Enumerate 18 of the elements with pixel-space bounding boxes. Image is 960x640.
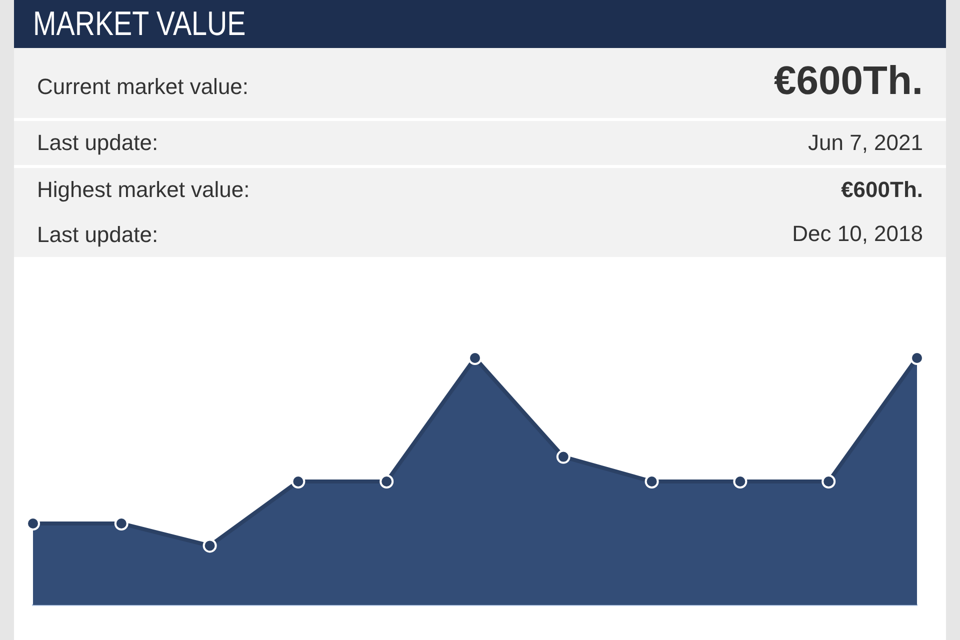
point bbox=[202, 538, 217, 553]
point bbox=[380, 474, 394, 488]
text: Dec 10, 2018 bbox=[792, 221, 923, 248]
text: Current market value: bbox=[37, 74, 249, 100]
chart-title: MARKET VALUE bbox=[33, 5, 246, 43]
text: Jun 7, 2021 bbox=[808, 130, 923, 156]
text: Highest market value: bbox=[37, 177, 250, 203]
point bbox=[291, 474, 306, 488]
point bbox=[556, 450, 570, 464]
text: €600Th. bbox=[774, 59, 923, 104]
text: €600Th. bbox=[841, 176, 923, 203]
point bbox=[910, 351, 924, 365]
point bbox=[822, 474, 836, 488]
point bbox=[733, 474, 748, 488]
point bbox=[644, 474, 659, 488]
text: Last update: bbox=[37, 222, 158, 248]
text: Last update: bbox=[37, 130, 158, 156]
point bbox=[468, 351, 482, 365]
